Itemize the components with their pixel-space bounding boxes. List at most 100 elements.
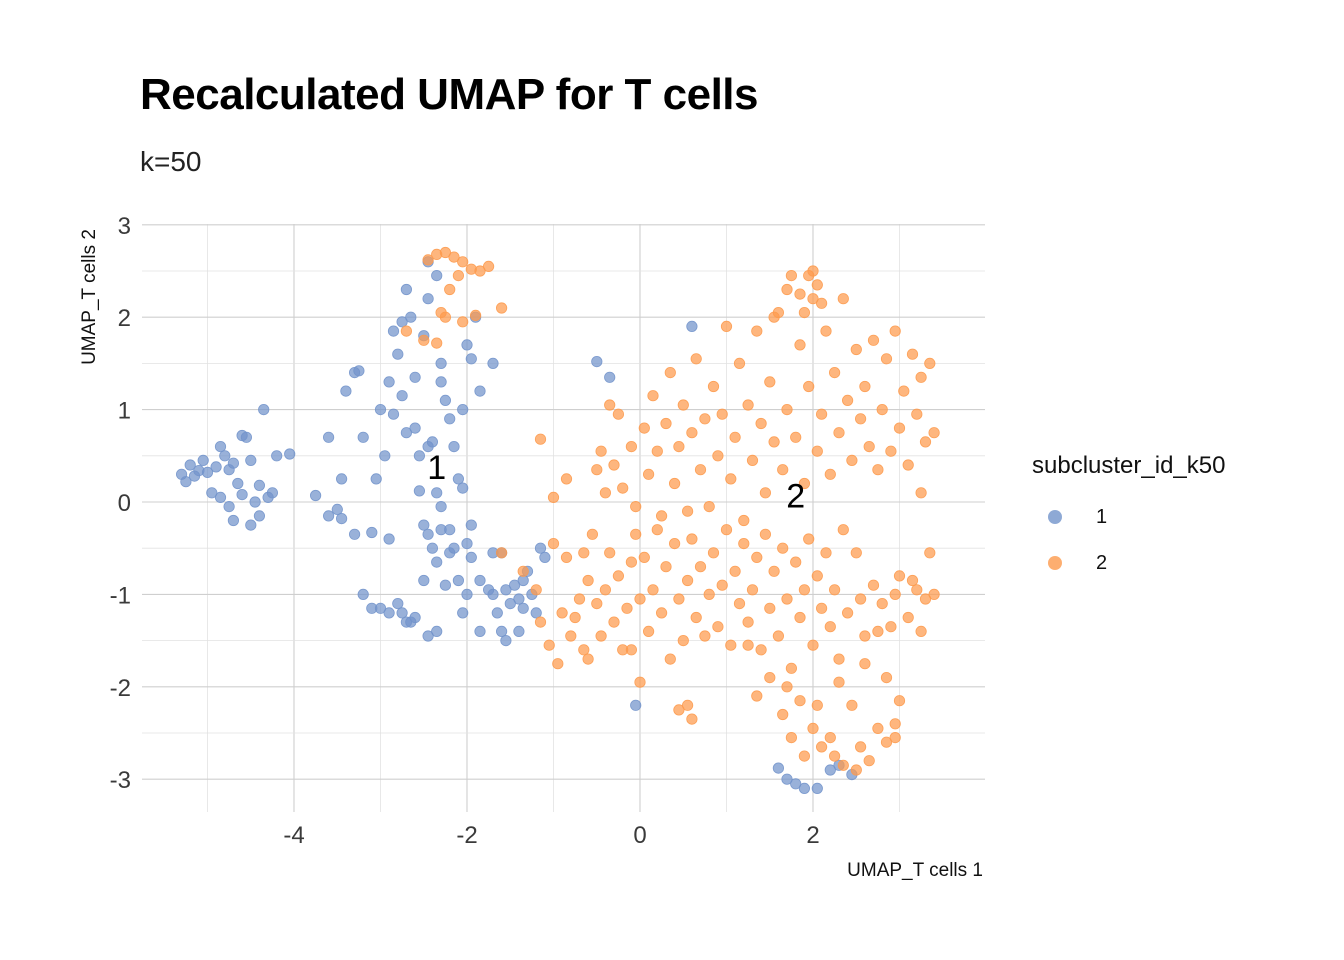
data-point-cluster-1 (439, 394, 451, 406)
data-point-cluster-2 (859, 658, 871, 670)
data-point-cluster-2 (924, 547, 936, 559)
data-point-cluster-2 (915, 371, 927, 383)
data-point-cluster-1 (370, 473, 382, 485)
data-point-cluster-1 (513, 625, 525, 638)
y-tick-label: -2 (110, 675, 131, 702)
data-point-cluster-2 (647, 390, 659, 402)
data-point-cluster-2 (794, 611, 806, 624)
data-point-cluster-1 (214, 440, 227, 453)
data-point-cluster-2 (604, 399, 616, 411)
data-point-cluster-2 (595, 445, 607, 457)
data-point-cluster-2 (664, 653, 676, 665)
data-point-cluster-2 (733, 597, 746, 610)
x-tick-label: -2 (456, 822, 477, 849)
data-point-cluster-2 (815, 297, 828, 309)
data-point-cluster-2 (880, 353, 893, 365)
x-axis-title: UMAP_T cells 1 (847, 860, 983, 881)
data-point-cluster-1 (396, 316, 408, 328)
data-point-cluster-2 (660, 561, 672, 573)
data-point-cluster-1 (322, 510, 335, 522)
data-point-cluster-2 (677, 634, 689, 647)
data-point-cluster-2 (915, 625, 927, 638)
y-axis-ticks: 3 2 1 0 -1 -2 -3 (110, 213, 131, 794)
data-point-cluster-2 (824, 731, 836, 744)
data-point-cluster-1 (431, 487, 443, 499)
data-point-cluster-2 (841, 394, 854, 406)
data-point-cluster-2 (889, 325, 901, 337)
data-point-cluster-2 (495, 302, 508, 314)
data-point-cluster-2 (612, 408, 625, 420)
data-point-cluster-2 (547, 491, 560, 503)
data-point-cluster-2 (889, 718, 901, 730)
data-point-cluster-2 (655, 510, 668, 522)
data-point-cluster-1 (530, 607, 542, 619)
legend-label: 1 (1096, 505, 1108, 528)
grid-lines (142, 224, 985, 812)
data-point-cluster-2 (790, 431, 802, 443)
y-tick-label: 2 (118, 305, 131, 332)
data-point-cluster-2 (850, 547, 862, 559)
data-point-cluster-2 (439, 311, 451, 323)
data-point-cluster-1 (400, 427, 412, 439)
data-point-cluster-2 (824, 468, 836, 480)
data-point-cluster-2 (742, 639, 754, 651)
data-point-cluster-1 (335, 473, 348, 485)
data-point-cluster-2 (651, 524, 663, 536)
data-point-cluster-2 (833, 676, 845, 688)
cluster-label: 2 (786, 478, 805, 516)
data-point-cluster-1 (431, 269, 443, 282)
data-point-cluster-2 (578, 547, 590, 559)
data-point-cluster-2 (768, 436, 780, 448)
data-point-cluster-2 (647, 584, 659, 596)
data-point-cluster-2 (794, 339, 806, 351)
data-point-cluster-2 (850, 764, 862, 776)
data-point-cluster-2 (751, 325, 763, 337)
data-point-cluster-2 (781, 681, 793, 693)
data-point-cluster-2 (677, 399, 689, 411)
data-point-cluster-1 (452, 473, 464, 485)
data-point-cluster-2 (790, 556, 802, 568)
data-point-cluster-2 (457, 316, 469, 328)
data-point-cluster-2 (798, 477, 811, 490)
data-point-cluster-2 (591, 464, 603, 476)
data-point-cluster-2 (815, 408, 828, 420)
data-point-cluster-1 (396, 390, 408, 402)
data-point-cluster-1 (457, 482, 469, 494)
data-point-cluster-2 (924, 357, 936, 369)
data-point-cluster-2 (694, 561, 707, 573)
data-point-cluster-2 (638, 422, 650, 434)
data-point-cluster-2 (755, 644, 767, 656)
data-point-cluster-2 (547, 537, 560, 550)
data-point-cluster-1 (431, 625, 443, 638)
data-point-cluster-2 (707, 380, 720, 393)
data-point-cluster-1 (418, 519, 430, 531)
data-point-cluster-2 (630, 528, 642, 540)
legend-key-icon (1048, 510, 1062, 524)
data-point-cluster-2 (828, 750, 841, 762)
data-point-cluster-1 (400, 283, 412, 296)
data-point-cluster-1 (457, 403, 469, 416)
data-point-cluster-1 (392, 348, 404, 360)
y-tick-label: -3 (110, 767, 131, 794)
data-point-cluster-1 (465, 519, 477, 531)
data-point-cluster-2 (785, 662, 798, 674)
data-point-cluster-2 (803, 380, 815, 393)
data-point-cluster-2 (764, 671, 776, 684)
data-point-cluster-2 (777, 542, 789, 554)
data-point-cluster-2 (794, 288, 806, 300)
y-tick-label: 3 (118, 213, 131, 240)
data-point-cluster-2 (495, 547, 508, 559)
data-point-cluster-2 (906, 348, 919, 360)
data-point-cluster-1 (348, 528, 361, 540)
data-point-cluster-2 (798, 750, 811, 762)
data-point-cluster-2 (617, 482, 629, 494)
data-point-cluster-2 (893, 422, 906, 434)
data-point-cluster-1 (517, 602, 529, 614)
data-point-cluster-2 (906, 574, 919, 587)
data-point-cluster-2 (876, 597, 888, 610)
data-point-cluster-1 (266, 487, 278, 499)
data-point-cluster-1 (491, 607, 503, 619)
data-point-cluster-2 (893, 695, 906, 707)
data-point-cluster-1 (236, 488, 248, 501)
